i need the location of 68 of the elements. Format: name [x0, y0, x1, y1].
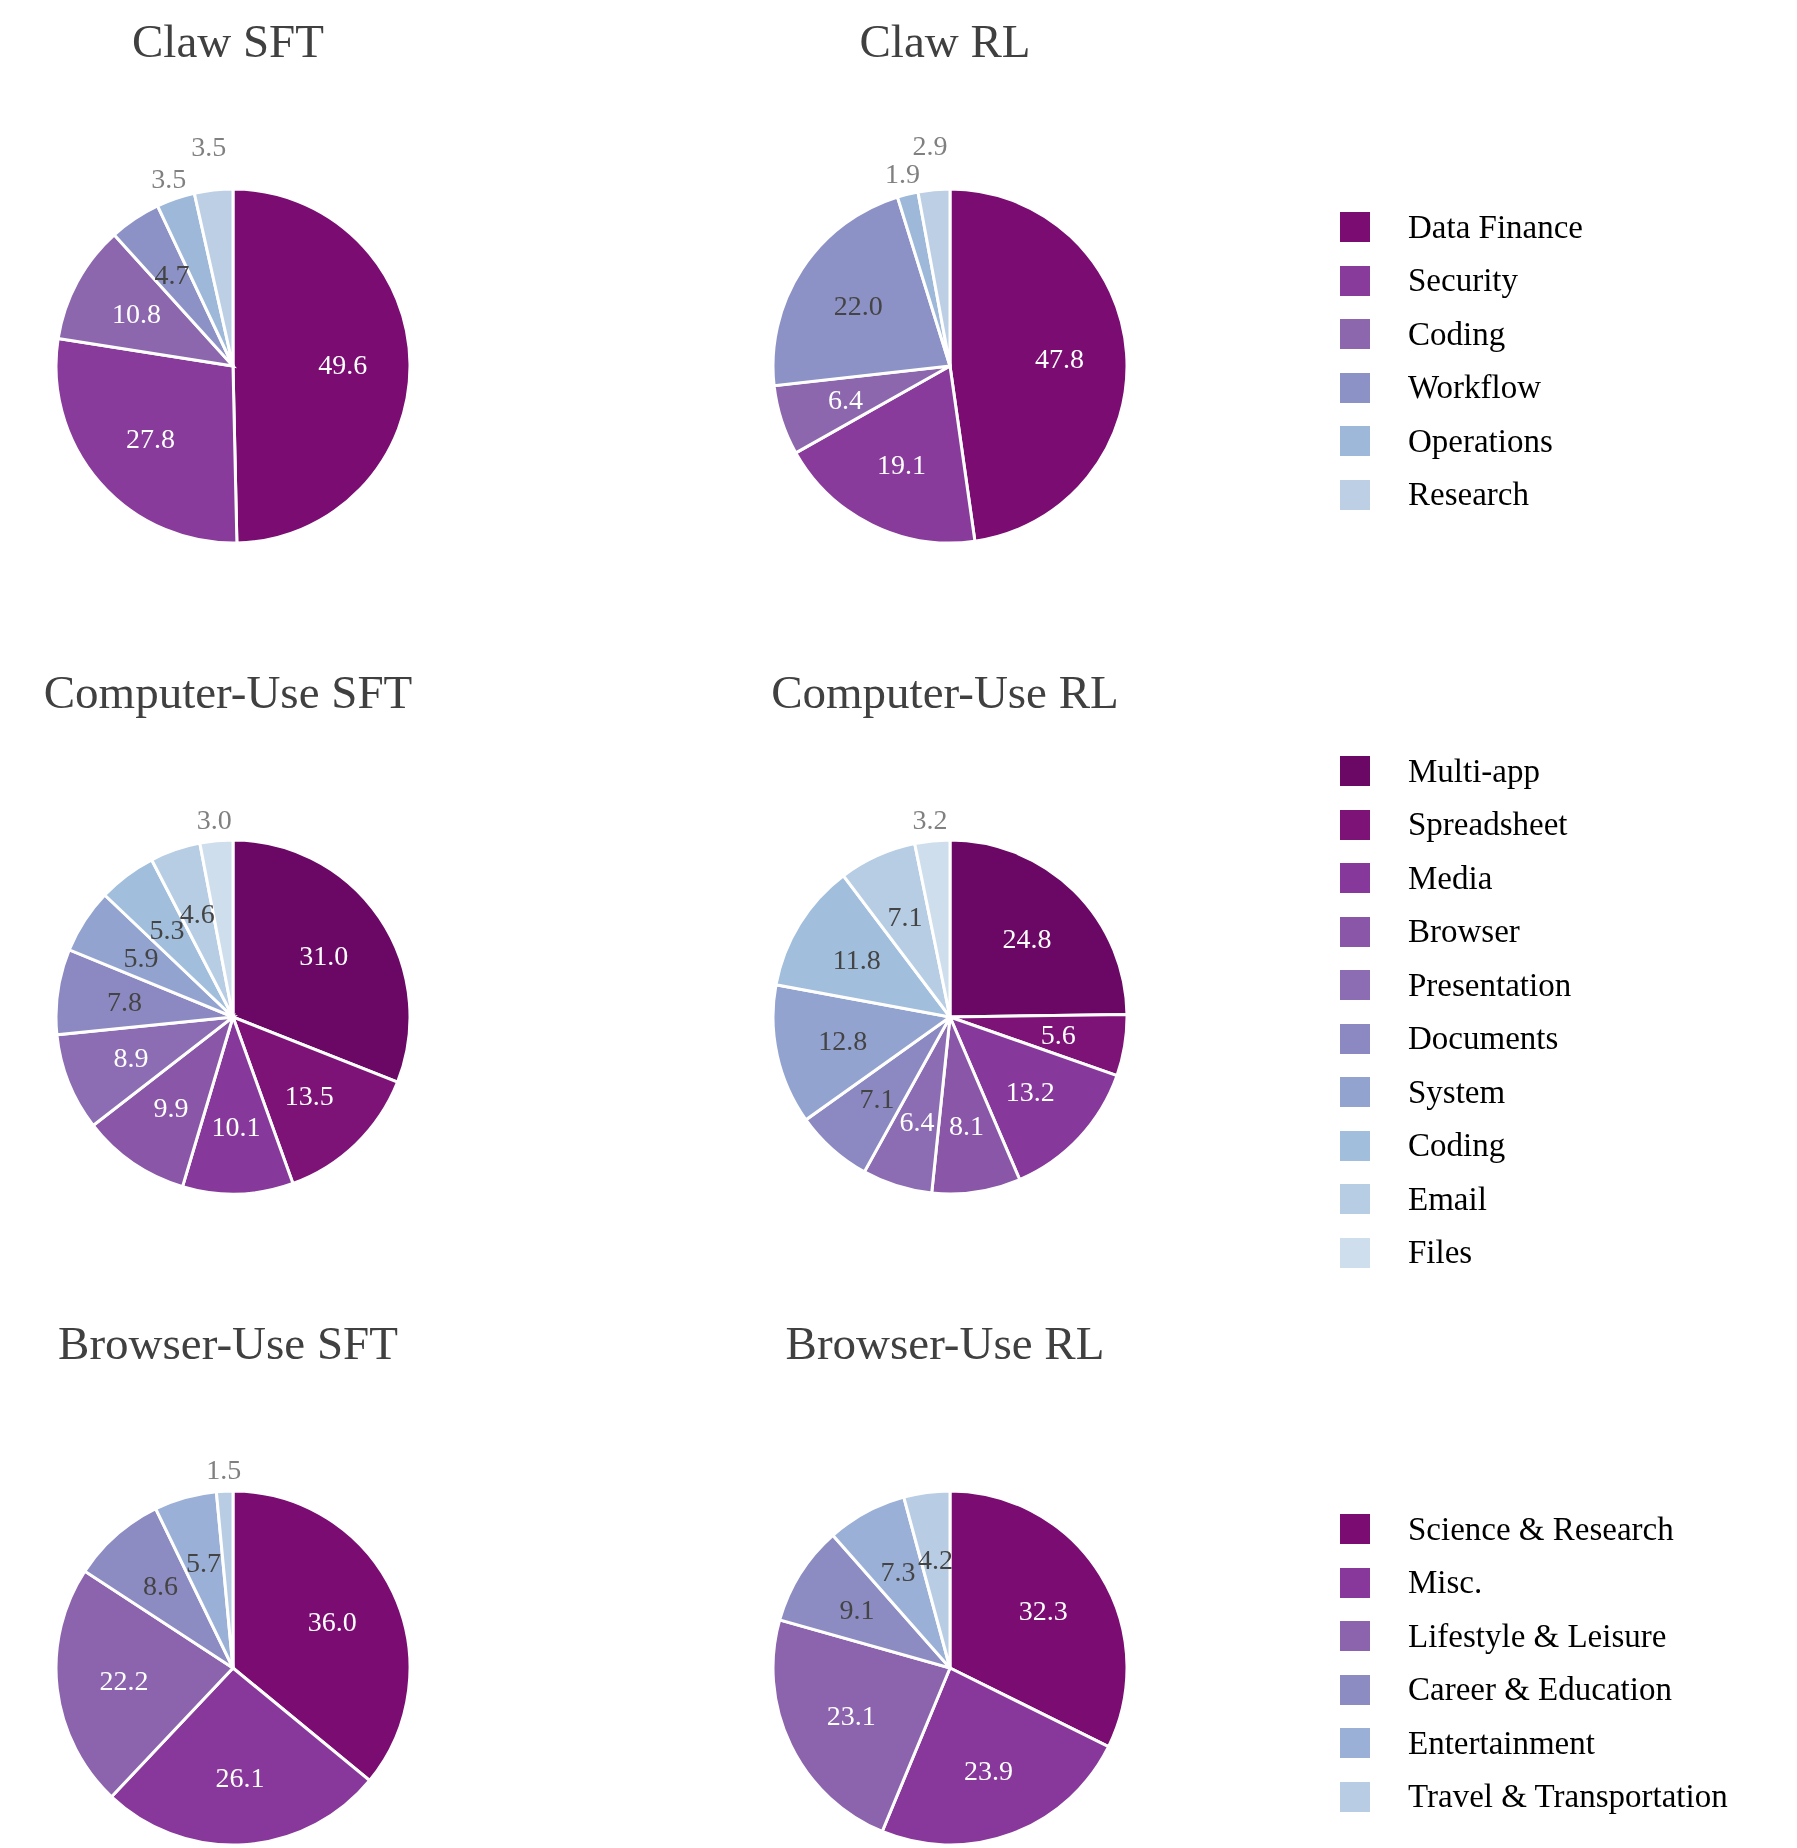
data-label: 7.8 — [106, 985, 142, 1017]
legend-label: Files — [1408, 1234, 1473, 1272]
legend-label: Data Finance — [1408, 208, 1584, 246]
legend-label: Lifestyle & Leisure — [1408, 1617, 1667, 1655]
data-label: 26.1 — [215, 1762, 265, 1794]
legend-label: Email — [1408, 1180, 1487, 1218]
data-label: 23.1 — [826, 1700, 876, 1732]
legend-label: Presentation — [1408, 966, 1572, 1004]
legend-label: Science & Research — [1408, 1510, 1674, 1548]
legend-label: Career & Education — [1408, 1671, 1672, 1709]
legend-label: Workflow — [1408, 369, 1541, 407]
data-label: 22.2 — [99, 1665, 149, 1697]
data-label: 31.0 — [299, 939, 349, 971]
legend-label: System — [1408, 1073, 1506, 1111]
chart-title: Browser-Use RL — [784, 1316, 1106, 1371]
data-label: 13.2 — [1005, 1076, 1055, 1108]
data-label: 11.8 — [832, 943, 881, 975]
data-label: 3.2 — [912, 804, 948, 836]
chart-title: Computer-Use RL — [770, 665, 1120, 720]
legend-label: Coding — [1408, 1127, 1506, 1165]
data-label: 47.8 — [1034, 342, 1084, 374]
legend-label: Entertainment — [1408, 1724, 1595, 1762]
chart-title: Computer-Use SFT — [42, 665, 414, 720]
data-label: 36.0 — [307, 1605, 357, 1637]
data-label: 9.1 — [839, 1594, 875, 1626]
legend-label: Operations — [1408, 422, 1553, 460]
data-label: 10.8 — [111, 298, 161, 330]
data-label: 7.3 — [880, 1555, 916, 1587]
legend-label: Browser — [1408, 913, 1520, 951]
data-label: 3.0 — [196, 804, 232, 836]
data-label: 8.1 — [948, 1110, 984, 1141]
data-label: 9.9 — [153, 1092, 189, 1124]
data-label: 4.7 — [154, 259, 190, 291]
data-label: 24.8 — [1002, 923, 1052, 955]
data-label: 3.5 — [151, 162, 187, 194]
data-label: 3.5 — [191, 130, 227, 162]
legend-label: Security — [1408, 262, 1518, 300]
legend-label: Spreadsheet — [1408, 806, 1568, 844]
data-label: 12.8 — [818, 1025, 868, 1057]
data-label: 22.0 — [833, 290, 883, 322]
data-label: 27.8 — [125, 422, 175, 454]
legend-label: Coding — [1408, 315, 1506, 353]
chart-title: Claw SFT — [131, 14, 325, 69]
data-label: 13.5 — [284, 1080, 334, 1112]
data-label: 7.1 — [859, 1083, 895, 1115]
data-label: 6.4 — [828, 384, 864, 416]
chart-title: Claw RL — [858, 14, 1032, 69]
data-label: 8.9 — [113, 1042, 149, 1074]
chart-title: Browser-Use SFT — [57, 1316, 399, 1371]
legend-label: Travel & Transportation — [1408, 1778, 1728, 1816]
data-label: 4.2 — [918, 1543, 954, 1575]
data-label: 49.6 — [318, 349, 368, 381]
data-label: 1.5 — [206, 1454, 242, 1486]
data-label: 19.1 — [876, 448, 926, 480]
data-label: 5.9 — [123, 941, 159, 973]
legend-label: Multi-app — [1408, 752, 1540, 790]
legend-label: Misc. — [1408, 1564, 1483, 1602]
data-label: 6.4 — [899, 1106, 935, 1138]
data-label: 32.3 — [1018, 1594, 1068, 1626]
data-label: 5.7 — [185, 1546, 221, 1578]
legend-label: Research — [1408, 476, 1529, 514]
data-label: 5.6 — [1040, 1019, 1076, 1051]
data-label: 23.9 — [964, 1755, 1013, 1787]
data-label: 8.6 — [142, 1570, 178, 1602]
data-label: 10.1 — [211, 1111, 261, 1143]
legend-label: Media — [1408, 859, 1493, 897]
legend-label: Documents — [1408, 1020, 1559, 1058]
data-label: 7.1 — [887, 901, 923, 933]
